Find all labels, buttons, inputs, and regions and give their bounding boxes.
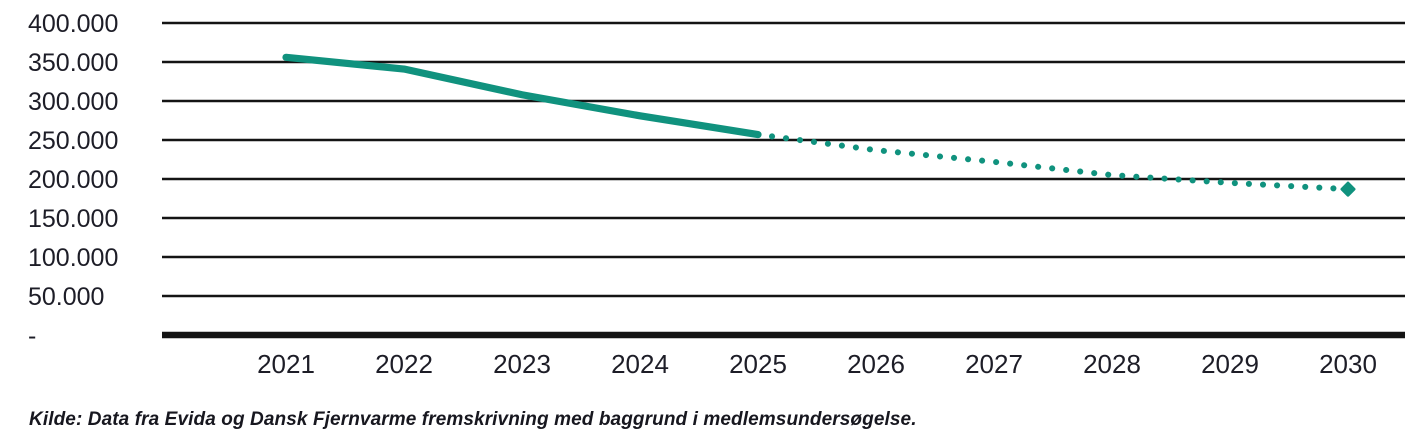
ytick-label: 100.000 — [28, 244, 118, 272]
ytick-label: 250.000 — [28, 127, 118, 155]
xtick-label: 2025 — [729, 349, 787, 379]
xtick-label: 2029 — [1201, 349, 1259, 379]
xtick-label: 2021 — [257, 349, 315, 379]
xtick-label: 2028 — [1083, 349, 1141, 379]
district-heating-forecast-chart: - 50.000 100.000 150.000 200.000 250.000 300.0… — [28, 10, 1405, 379]
ytick-label: 150.000 — [28, 205, 118, 233]
ytick-label: - — [28, 322, 36, 350]
end-marker-diamond-icon — [1340, 181, 1356, 197]
series-line-solid — [282, 53, 762, 139]
source-note: Kilde: Data fra Evida og Dansk Fjernvarm… — [29, 409, 917, 430]
xtick-label: 2026 — [847, 349, 905, 379]
series-line-dotted — [755, 131, 1351, 193]
xtick-label: 2022 — [375, 349, 433, 379]
xtick-label: 2024 — [611, 349, 669, 379]
ytick-label: 350.000 — [28, 49, 118, 77]
xtick-label: 2027 — [965, 349, 1023, 379]
ytick-label: 300.000 — [28, 88, 118, 116]
ytick-label: 50.000 — [28, 283, 104, 311]
ytick-label: 400.000 — [28, 10, 118, 38]
xtick-label: 2023 — [493, 349, 551, 379]
ytick-label: 200.000 — [28, 166, 118, 194]
line-chart-canvas: - 50.000 100.000 150.000 200.000 250.000 300.0… — [28, 10, 1405, 379]
xtick-label: 2030 — [1319, 349, 1377, 379]
